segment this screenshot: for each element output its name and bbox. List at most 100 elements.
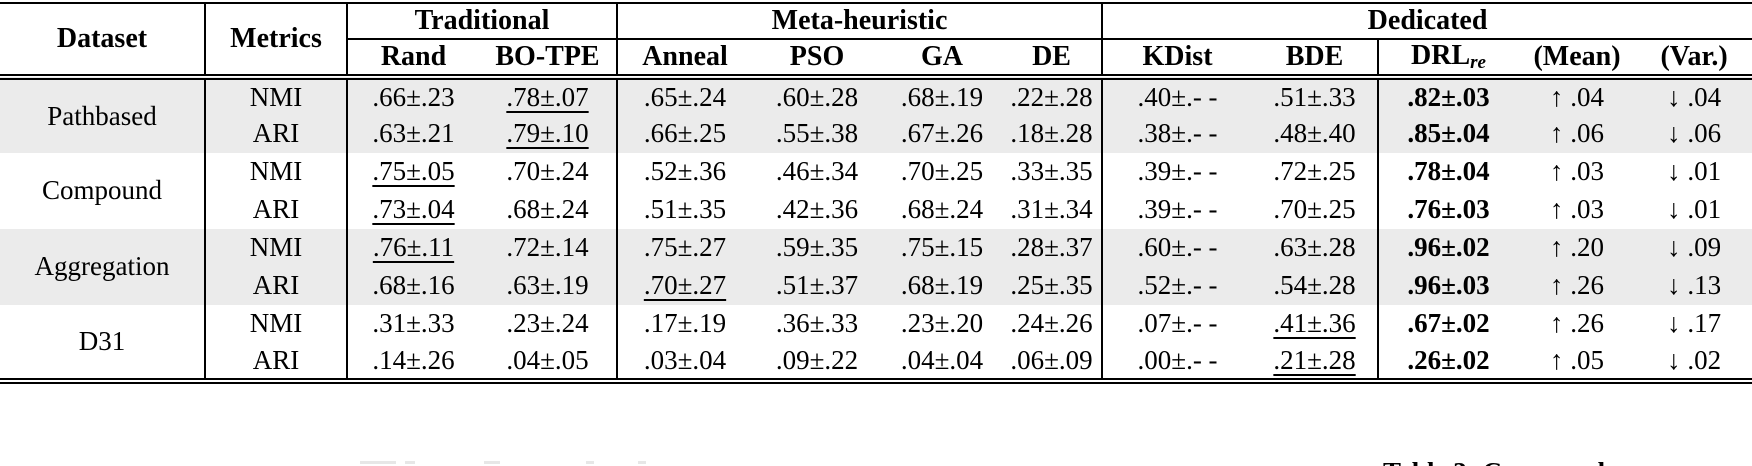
col-header-rand: Rand [347,39,479,80]
col-header-var: (Var.) [1636,39,1752,80]
group-header-meta-heuristic: Meta-heuristic [615,3,1103,40]
value-cell: .70±.27 [616,267,752,305]
table-caption-fragment: Table 3: Compared [1383,457,1643,466]
cutoff-text-fragment [405,461,415,464]
value-cell: .25±.35 [1010,270,1093,301]
value-cell: .79±.10 [506,118,589,149]
table-row: D31 NMI .31±.33 .23±.24 .17±.19 .36±.33 … [0,305,1752,384]
value-cell: .55±.38 [775,118,859,149]
value-cell: .63±.19 [506,270,589,301]
metric-cell: ARI [252,118,300,149]
table-row: Pathbased NMI .66±.23 .78±.07 .65±.24 .6… [0,77,1752,153]
value-cell: .31±.33 [346,305,479,343]
value-cell: .48±.40 [1273,118,1356,149]
variance-drop-cell: ↓ .09 [1667,232,1722,263]
value-cell: .67±.26 [900,118,984,149]
value-cell-drl: .96±.03 [1377,267,1519,305]
value-cell-drl: .26±.02 [1377,343,1519,384]
mean-gain-cell: ↑ .20 [1550,232,1605,263]
value-cell: .24±.26 [1010,308,1093,339]
variance-drop-cell: ↓ .13 [1667,270,1722,301]
value-cell-drl: .78±.04 [1377,153,1519,191]
variance-drop-cell: ↓ .01 [1667,156,1722,187]
table-row: ARI .14±.26 .04±.05 .03±.04 .09±.22 .04±… [0,343,1752,384]
value-cell: .41±.36 [1273,308,1356,339]
value-cell: .68±.19 [900,270,984,301]
mean-gain-cell: ↑ .03 [1550,194,1605,225]
value-cell: .70±.25 [1273,194,1356,225]
col-header-kdist: KDist [1101,39,1253,80]
cutoff-text-fragment [586,461,594,464]
cutoff-text-fragment [638,461,646,464]
mean-gain-cell: ↑ .26 [1550,270,1605,301]
value-cell: .51±.37 [775,270,859,301]
col-header-drl-re: DRLre [1377,39,1519,80]
value-cell: .52±.36 [616,153,752,191]
value-cell: .23±.20 [900,308,984,339]
value-cell-drl: .82±.03 [1377,77,1519,115]
col-header-bo-tpe: BO-TPE [479,39,617,80]
value-cell: .46±.34 [775,156,859,187]
value-cell: .66±.25 [616,115,752,153]
col-header-bde: BDE [1252,39,1379,80]
value-cell: .66±.23 [346,77,479,115]
table-row: ARI .73±.04 .68±.24 .51±.35 .42±.36 .68±… [0,191,1752,229]
value-cell: .70±.25 [900,156,984,187]
value-cell: .38±.- - [1101,115,1253,153]
value-cell: .75±.05 [346,153,479,191]
group-header-traditional: Traditional [347,3,617,40]
group-header-dedicated: Dedicated [1101,3,1752,40]
value-cell: .60±.28 [775,81,859,112]
metric-cell: NMI [249,308,303,339]
mean-gain-cell: ↑ .26 [1550,308,1605,339]
value-cell-drl: .96±.02 [1377,229,1519,267]
variance-drop-cell: ↓ .06 [1667,118,1722,149]
value-cell: .65±.24 [616,77,752,115]
dataset-cell: Compound [0,153,206,229]
value-cell: .75±.27 [616,229,752,267]
value-cell: .28±.37 [1010,232,1093,263]
dataset-cell: Aggregation [0,229,206,305]
variance-drop-cell: ↓ .17 [1667,308,1722,339]
variance-drop-cell: ↓ .02 [1636,343,1752,384]
value-cell: .51±.35 [616,191,752,229]
value-cell: .76±.11 [346,229,479,267]
mean-gain-cell: ↑ .03 [1550,156,1605,187]
value-cell: .39±.- - [1101,153,1253,191]
value-cell: .73±.04 [346,191,479,229]
metric-cell: NMI [249,156,303,187]
value-cell: .39±.- - [1101,191,1253,229]
value-cell: .04±.04 [882,343,1002,384]
value-cell-drl: .67±.02 [1377,305,1519,343]
value-cell: .18±.28 [1010,118,1093,149]
value-cell: .09±.22 [752,343,882,384]
value-cell: .14±.26 [346,343,479,384]
value-cell: .68±.19 [900,81,984,112]
col-header-mean: (Mean) [1518,39,1637,80]
metrics-header: Metrics [205,3,348,80]
value-cell-drl: .85±.04 [1377,115,1519,153]
value-cell: .63±.28 [1273,232,1356,263]
table-row: ARI .68±.16 .63±.19 .70±.27 .51±.37 .68±… [0,267,1752,305]
mean-gain-cell: ↑ .04 [1550,81,1605,112]
value-cell: .68±.24 [900,194,984,225]
value-cell: .17±.19 [616,305,752,343]
col-header-anneal: Anneal [616,39,752,80]
value-cell: .23±.24 [506,308,589,339]
value-cell: .54±.28 [1273,270,1356,301]
value-cell: .21±.28 [1252,343,1379,384]
value-cell: .06±.09 [1002,343,1103,384]
drl-subscript: re [1470,51,1487,73]
value-cell: .78±.07 [506,81,589,112]
value-cell: .68±.24 [506,194,589,225]
value-cell-drl: .76±.03 [1377,191,1519,229]
value-cell: .07±.- - [1101,305,1253,343]
value-cell: .42±.36 [775,194,859,225]
mean-gain-cell: ↑ .05 [1518,343,1637,384]
metric-cell: ARI [205,343,347,384]
value-cell: .00±.- - [1101,343,1253,384]
col-header-pso: PSO [752,39,882,80]
value-cell: .70±.24 [506,156,589,187]
value-cell: .75±.15 [900,232,984,263]
